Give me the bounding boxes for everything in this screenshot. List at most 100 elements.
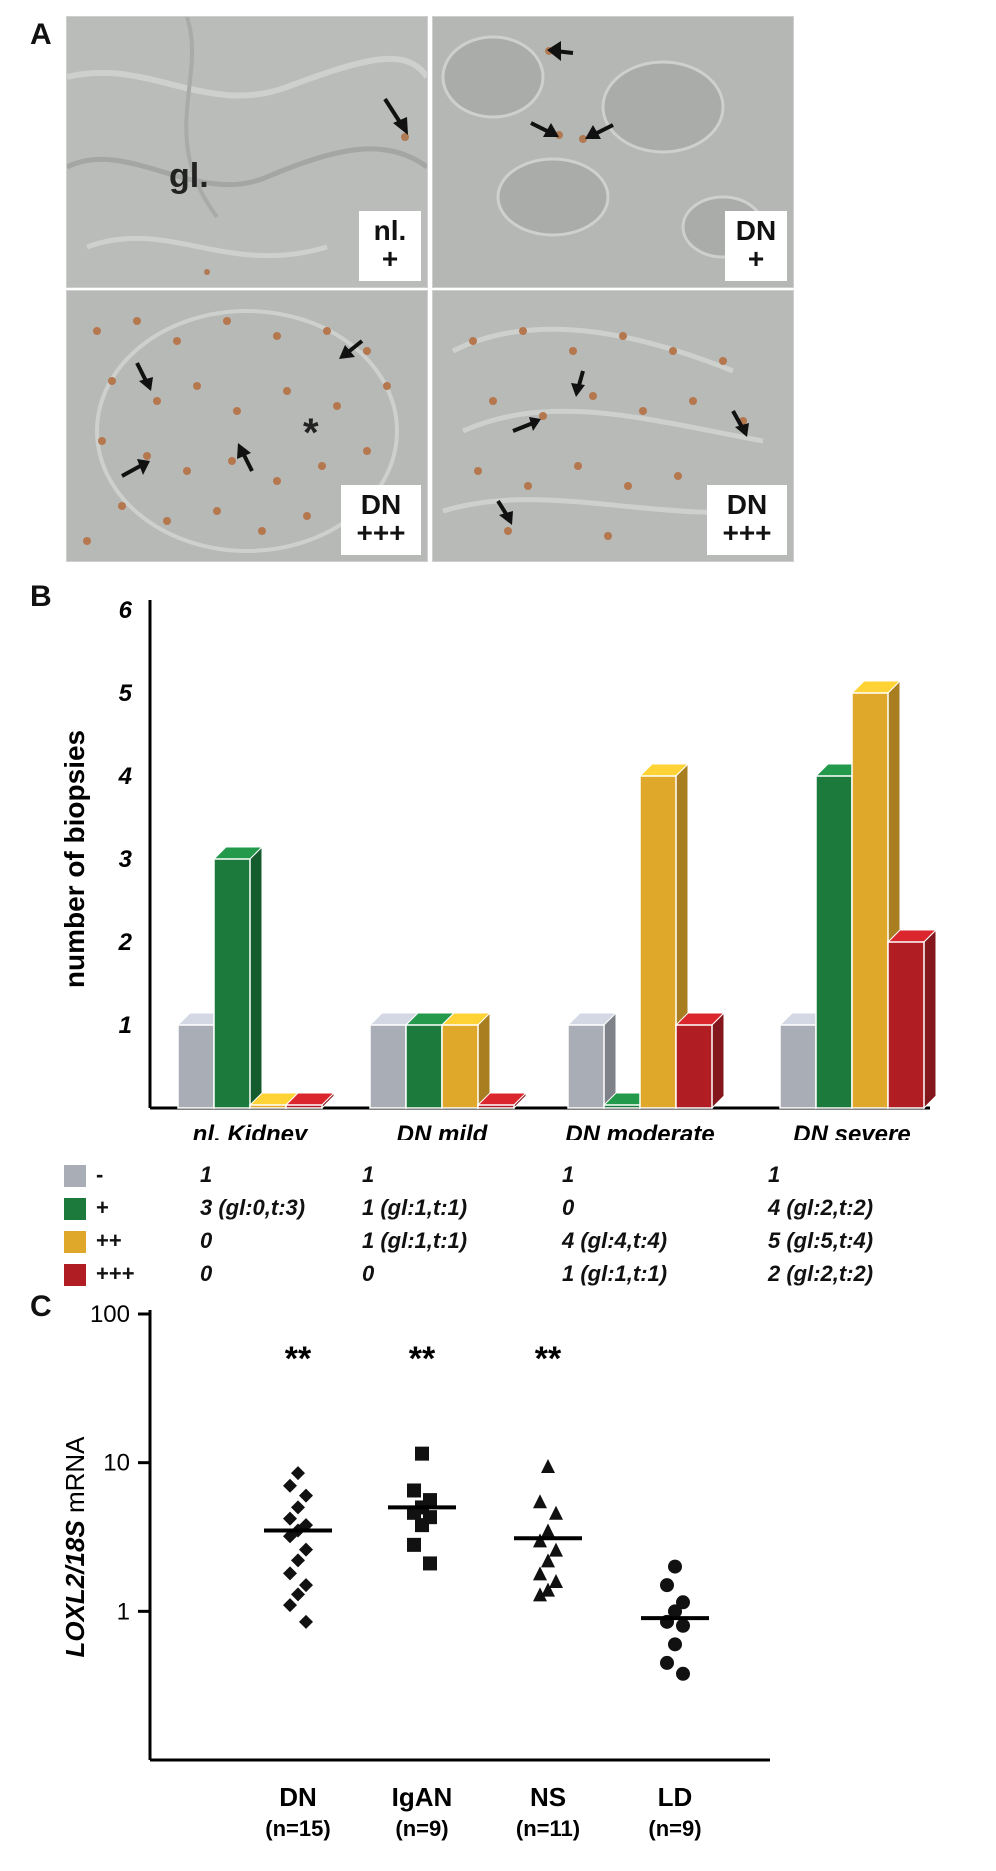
data-point [676,1595,690,1610]
legend-cell: 4 (gl:2,t:2) [768,1195,874,1220]
image-label-line2: +++ [722,517,772,548]
micrograph-dn-triple-plus-2: DN +++ [432,290,794,562]
bar [249,1104,287,1109]
image-label-line2: +++ [356,517,406,548]
y-tick-label: 2 [118,929,133,956]
data-point [676,1618,690,1633]
bar-side [249,845,263,1110]
legend-cell: 1 [362,1162,375,1187]
y-axis-label: LOXL2/18S mRNA [60,1436,90,1658]
image-label-line1: DN [360,489,402,520]
scatter-chart: 1 10 100 LOXL2/18S mRNA ** DN (n=15) ** IgAN (n=9… [60,1301,770,1841]
data-point [299,1542,313,1557]
panel-c-letter: C [30,1290,52,1323]
micrograph-dn-plus: DN + [432,16,794,288]
data-point [299,1578,313,1593]
data-point [541,1523,555,1538]
data-point [283,1511,297,1526]
image-label-dn-plus: DN + [725,211,787,281]
image-label-dn-triple-2: DN +++ [707,485,787,555]
bar [603,1104,641,1109]
y-tick-label: 10 [103,1450,130,1477]
legend-cell: 1 (gl:1,t:1) [362,1228,468,1253]
y-tick-label: 1 [117,1598,130,1625]
legend-cell: 1 [562,1162,575,1187]
glomerulus-label: gl. [169,157,209,195]
x-category-label: DN moderate [565,1121,714,1140]
data-point [541,1553,555,1568]
legend-symbol: ++ [96,1228,122,1253]
data-point [423,1556,437,1571]
x-category-label: IgAN [392,1782,453,1812]
bar [815,775,853,1109]
y-tick-label: 100 [90,1301,130,1328]
data-point [533,1533,547,1548]
panel-a-letter: A [30,18,52,51]
data-point [407,1483,421,1498]
image-label-line1: DN [735,215,777,246]
bar [639,775,677,1109]
legend-cell: 3 (gl:0,t:3) [200,1195,306,1220]
y-tick-label: 6 [119,597,133,624]
x-category-label: LD [658,1782,693,1812]
legend-cell: 0 [362,1261,375,1286]
data-point [283,1598,297,1613]
data-point [291,1500,305,1515]
data-point [291,1587,305,1602]
significance-marker: ** [535,1340,562,1378]
data-point [549,1505,563,1520]
bar [441,1024,479,1109]
data-point [668,1637,682,1652]
bar-side [923,928,937,1110]
data-point [660,1655,674,1670]
data-point [541,1582,555,1597]
legend-cell: 1 [768,1162,781,1187]
bar [675,1024,713,1109]
legend-symbol: + [96,1195,109,1220]
image-label-normal: nl. + [359,211,421,281]
data-point [533,1587,547,1602]
image-label-dn-triple-1: DN +++ [341,485,421,555]
data-point [549,1542,563,1557]
data-point [668,1559,682,1574]
legend-cell: 0 [562,1195,575,1220]
y-tick-label: 5 [119,680,133,707]
legend-swatch [64,1264,86,1286]
asterisk-annotation: * [303,411,319,455]
x-category-label: nl. Kidney [193,1121,309,1140]
legend-cell: 1 (gl:1,t:1) [362,1195,468,1220]
bar [177,1024,215,1109]
legend-cell: 0 [200,1228,213,1253]
bar [567,1024,605,1109]
bar-side [603,1011,617,1110]
micrograph-dn-triple-plus-1: * DN +++ [66,290,428,562]
legend-swatch [64,1231,86,1253]
data-point [660,1578,674,1593]
y-tick-label: 3 [119,846,133,873]
significance-marker: ** [409,1340,436,1378]
data-point [549,1573,563,1588]
image-label-line1: DN [726,489,768,520]
bar [887,941,925,1109]
data-point [533,1566,547,1581]
image-label-line2: + [381,243,399,274]
legend-swatch [64,1198,86,1220]
data-point [283,1529,297,1544]
data-point [299,1488,313,1503]
bar [779,1024,817,1109]
bar [851,692,889,1109]
data-point [283,1566,297,1581]
data-point [299,1614,313,1629]
legend-cell: 5 (gl:5,t:4) [768,1228,874,1253]
image-label-line1: nl. [373,215,407,246]
x-category-label: DN severe [793,1121,910,1140]
data-point [291,1553,305,1568]
panel-b-letter: B [30,580,52,613]
data-point [541,1458,555,1473]
y-tick-label: 1 [119,1012,132,1039]
y-axis-label: number of biopsies [59,730,90,988]
bar [477,1104,515,1109]
legend-symbol: +++ [96,1261,135,1286]
y-axis-label-unit: mRNA [60,1436,90,1520]
bar-chart: 1 2 3 4 5 6 number of biopsies nl. Kidney DN mil… [59,597,938,1140]
